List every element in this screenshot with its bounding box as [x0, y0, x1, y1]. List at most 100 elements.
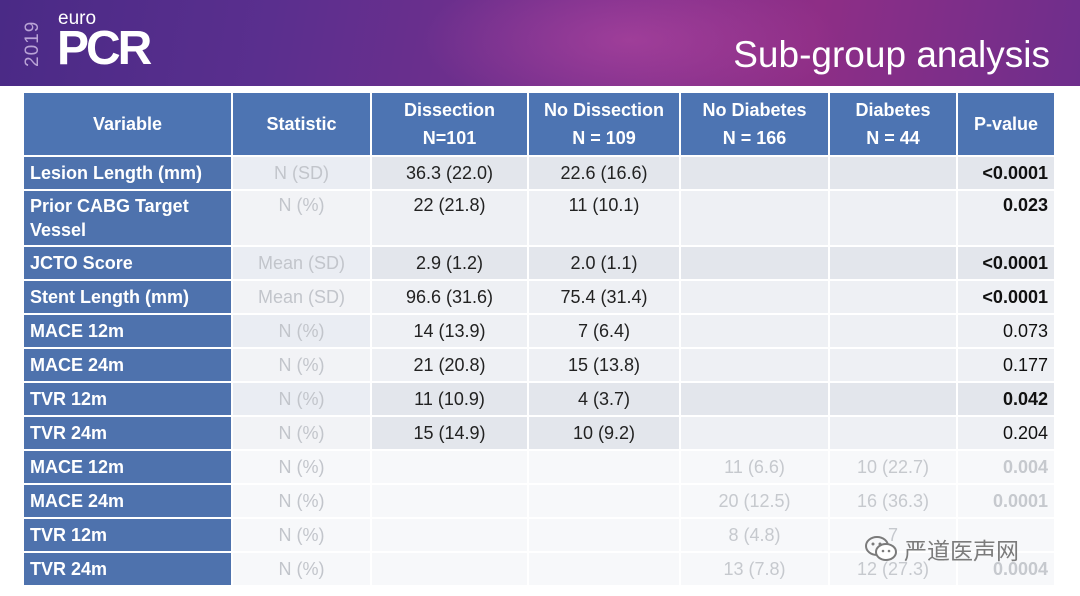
banner-glow [420, 0, 840, 86]
watermark: 严道医声网 [864, 532, 1019, 566]
statistic-cell: N (%) [233, 315, 370, 347]
header-banner: 2019 euro PCR Sub-group analysis [0, 0, 1080, 86]
wechat-icon [864, 535, 898, 563]
variable-cell: MACE 12m [24, 315, 231, 347]
no-dissection-cell [529, 519, 679, 551]
p-value-cell: 0.023 [958, 191, 1054, 245]
no-dissection-cell: 22.6 (16.6) [529, 157, 679, 189]
no-diabetes-cell [681, 247, 828, 279]
variable-cell: TVR 24m [24, 553, 231, 585]
diabetes-cell: 10 (22.7) [830, 451, 956, 483]
header-no-dissection: No Dissection N = 109 [529, 93, 679, 155]
statistic-cell: N (%) [233, 191, 370, 245]
table-row: Stent Length (mm) Mean (SD) 96.6 (31.6) … [24, 281, 1054, 313]
statistic-cell: N (%) [233, 519, 370, 551]
variable-cell: Lesion Length (mm) [24, 157, 231, 189]
variable-cell: Stent Length (mm) [24, 281, 231, 313]
diabetes-cell [830, 191, 956, 245]
variable-cell: MACE 12m [24, 451, 231, 483]
subgroup-table: Variable Statistic Dissection N=101 No Di… [22, 91, 1056, 587]
logo-pcr-text: PCR [57, 22, 152, 75]
header-statistic: Statistic [233, 93, 370, 155]
p-value-cell: 0.204 [958, 417, 1054, 449]
header-p-value: P-value [958, 93, 1054, 155]
diabetes-cell [830, 315, 956, 347]
dissection-cell [372, 553, 527, 585]
header-variable: Variable [24, 93, 231, 155]
dissection-cell: 2.9 (1.2) [372, 247, 527, 279]
variable-cell: TVR 12m [24, 519, 231, 551]
p-value-cell: 0.0004 [958, 553, 1054, 585]
diabetes-cell [830, 349, 956, 381]
header-diabetes: Diabetes N = 44 [830, 93, 956, 155]
p-value-cell: 0.042 [958, 383, 1054, 415]
diabetes-cell [830, 417, 956, 449]
dissection-cell: 22 (21.8) [372, 191, 527, 245]
diabetes-cell [830, 247, 956, 279]
no-diabetes-cell [681, 383, 828, 415]
table-row: TVR 12m N (%) 11 (10.9) 4 (3.7) 0.042 [24, 383, 1054, 415]
table-row: Prior CABG Target Vessel N (%) 22 (21.8)… [24, 191, 1054, 245]
table-row: MACE 24m N (%) 21 (20.8) 15 (13.8) 0.177 [24, 349, 1054, 381]
p-value-cell: <0.0001 [958, 281, 1054, 313]
p-value-cell: 0.0001 [958, 485, 1054, 517]
statistic-cell: N (%) [233, 383, 370, 415]
no-diabetes-cell [681, 191, 828, 245]
no-dissection-cell: 4 (3.7) [529, 383, 679, 415]
logo-year: 2019 [22, 20, 43, 68]
table-row: JCTO Score Mean (SD) 2.9 (1.2) 2.0 (1.1)… [24, 247, 1054, 279]
no-dissection-cell [529, 451, 679, 483]
table-header-row: Variable Statistic Dissection N=101 No Di… [24, 93, 1054, 155]
variable-cell: Prior CABG Target Vessel [24, 191, 231, 245]
header-no-diabetes: No Diabetes N = 166 [681, 93, 828, 155]
no-diabetes-cell: 8 (4.8) [681, 519, 828, 551]
no-diabetes-cell [681, 349, 828, 381]
table-row: TVR 24m N (%) 13 (7.8) 12 (27.3) 0.0004 [24, 553, 1054, 585]
dissection-cell: 96.6 (31.6) [372, 281, 527, 313]
dissection-cell: 14 (13.9) [372, 315, 527, 347]
statistic-cell: N (SD) [233, 157, 370, 189]
no-diabetes-cell: 20 (12.5) [681, 485, 828, 517]
logo-euro-text: euro [58, 8, 97, 29]
watermark-text: 严道医声网 [904, 538, 1019, 564]
no-dissection-cell: 7 (6.4) [529, 315, 679, 347]
no-diabetes-cell: 13 (7.8) [681, 553, 828, 585]
no-dissection-cell: 15 (13.8) [529, 349, 679, 381]
p-value-cell: 0.177 [958, 349, 1054, 381]
table-row: MACE 12m N (%) 14 (13.9) 7 (6.4) 0.073 [24, 315, 1054, 347]
table-row: MACE 24m N (%) 20 (12.5) 16 (36.3) 0.000… [24, 485, 1054, 517]
dissection-cell: 36.3 (22.0) [372, 157, 527, 189]
header-dissection: Dissection N=101 [372, 93, 527, 155]
no-dissection-cell: 11 (10.1) [529, 191, 679, 245]
variable-cell: TVR 12m [24, 383, 231, 415]
dissection-cell: 11 (10.9) [372, 383, 527, 415]
p-value-cell: <0.0001 [958, 157, 1054, 189]
no-diabetes-cell [681, 157, 828, 189]
dissection-cell [372, 451, 527, 483]
diabetes-cell [830, 157, 956, 189]
table-row: Lesion Length (mm) N (SD) 36.3 (22.0) 22… [24, 157, 1054, 189]
diabetes-cell [830, 383, 956, 415]
table-row: TVR 24m N (%) 15 (14.9) 10 (9.2) 0.204 [24, 417, 1054, 449]
no-diabetes-cell [681, 315, 828, 347]
variable-cell: MACE 24m [24, 349, 231, 381]
statistic-cell: N (%) [233, 485, 370, 517]
statistic-cell: Mean (SD) [233, 281, 370, 313]
no-dissection-cell [529, 485, 679, 517]
p-value-cell: 0.073 [958, 315, 1054, 347]
p-value-cell [958, 519, 1054, 551]
statistic-cell: N (%) [233, 553, 370, 585]
subgroup-table-container: Variable Statistic Dissection N=101 No Di… [22, 91, 1056, 587]
dissection-cell [372, 485, 527, 517]
no-dissection-cell [529, 553, 679, 585]
no-diabetes-cell [681, 281, 828, 313]
diabetes-cell: 16 (36.3) [830, 485, 956, 517]
p-value-cell: <0.0001 [958, 247, 1054, 279]
table-row: TVR 12m N (%) 8 (4.8) 7 [24, 519, 1054, 551]
variable-cell: TVR 24m [24, 417, 231, 449]
dissection-cell [372, 519, 527, 551]
statistic-cell: N (%) [233, 451, 370, 483]
diabetes-cell [830, 281, 956, 313]
dissection-cell: 15 (14.9) [372, 417, 527, 449]
statistic-cell: Mean (SD) [233, 247, 370, 279]
